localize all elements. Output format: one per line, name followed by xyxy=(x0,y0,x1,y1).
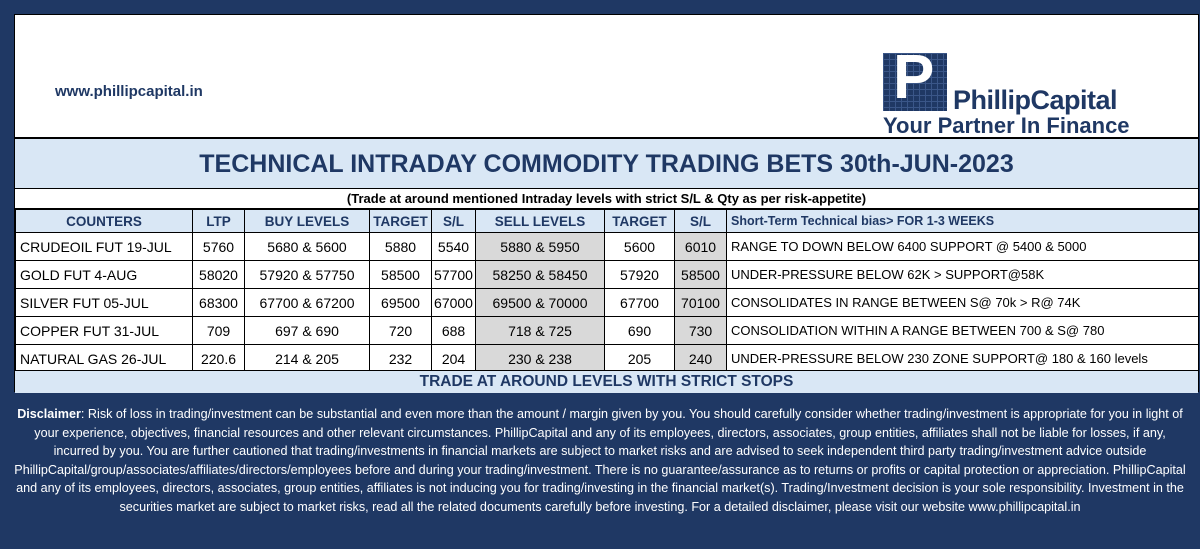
col-header-buy-levels: BUY LEVELS xyxy=(244,209,370,233)
strict-stops-banner: TRADE AT AROUND LEVELS WITH STRICT STOPS xyxy=(15,370,1198,393)
buy-sl-cell: 688 xyxy=(431,316,476,345)
col-header-buy-sl: S/L xyxy=(431,209,476,233)
buy-sl-cell: 204 xyxy=(431,344,476,373)
col-header-sell-target: TARGET xyxy=(604,209,675,233)
logo-name: PhillipCapital xyxy=(953,85,1118,115)
bias-cell: CONSOLIDATION WITHIN A RANGE BETWEEN 700… xyxy=(726,316,1199,345)
bias-cell: UNDER-PRESSURE BELOW 62K > SUPPORT@58K xyxy=(726,260,1199,289)
buy-target-cell: 232 xyxy=(369,344,432,373)
page-subtitle: (Trade at around mentioned Intraday leve… xyxy=(15,189,1198,209)
bias-cell: UNDER-PRESSURE BELOW 230 ZONE SUPPORT@ 1… xyxy=(726,344,1199,373)
disclaimer-text: : Risk of loss in trading/investment can… xyxy=(14,407,1186,514)
buy-target-cell: 720 xyxy=(369,316,432,345)
sell-levels-cell: 5880 & 5950 xyxy=(475,232,605,261)
buy-target-cell: 5880 xyxy=(369,232,432,261)
buy-levels-cell: 5680 & 5600 xyxy=(244,232,370,261)
buy-levels-cell: 67700 & 67200 xyxy=(244,288,370,317)
buy-sl-cell: 67000 xyxy=(431,288,476,317)
logo-tagline: Your Partner In Finance xyxy=(883,113,1130,138)
sell-target-cell: 57920 xyxy=(604,260,675,289)
col-header-sell-levels: SELL LEVELS xyxy=(475,209,605,233)
counter-cell: CRUDEOIL FUT 19-JUL xyxy=(15,232,193,261)
counter-cell: COPPER FUT 31-JUL xyxy=(15,316,193,345)
buy-levels-cell: 214 & 205 xyxy=(244,344,370,373)
ltp-cell: 220.6 xyxy=(192,344,245,373)
logo-mark: P xyxy=(883,53,947,111)
sell-levels-cell: 718 & 725 xyxy=(475,316,605,345)
col-header-buy-target: TARGET xyxy=(369,209,432,233)
col-header-counters: COUNTERS xyxy=(15,209,193,233)
sell-levels-cell: 58250 & 58450 xyxy=(475,260,605,289)
counter-cell: GOLD FUT 4-AUG xyxy=(15,260,193,289)
sell-sl-cell: 58500 xyxy=(674,260,727,289)
table-row: COPPER FUT 31-JUL 709 697 & 690 720 688 … xyxy=(15,316,1199,345)
col-header-bias: Short-Term Technical bias> FOR 1-3 WEEKS xyxy=(726,209,1199,233)
trading-bets-table: COUNTERS LTP BUY LEVELS TARGET S/L SELL … xyxy=(15,209,1199,373)
table-row: SILVER FUT 05-JUL 68300 67700 & 67200 69… xyxy=(15,288,1199,317)
sell-sl-cell: 240 xyxy=(674,344,727,373)
sell-sl-cell: 730 xyxy=(674,316,727,345)
buy-target-cell: 58500 xyxy=(369,260,432,289)
table-row: NATURAL GAS 26-JUL 220.6 214 & 205 232 2… xyxy=(15,344,1199,373)
sell-levels-cell: 230 & 238 xyxy=(475,344,605,373)
table-header-row: COUNTERS LTP BUY LEVELS TARGET S/L SELL … xyxy=(15,209,1199,233)
bias-cell: RANGE TO DOWN BELOW 6400 SUPPORT @ 5400 … xyxy=(726,232,1199,261)
counter-cell: SILVER FUT 05-JUL xyxy=(15,288,193,317)
website-url[interactable]: www.phillipcapital.in xyxy=(55,83,203,100)
ltp-cell: 58020 xyxy=(192,260,245,289)
buy-levels-cell: 57920 & 57750 xyxy=(244,260,370,289)
page-title: TECHNICAL INTRADAY COMMODITY TRADING BET… xyxy=(15,137,1198,189)
col-header-ltp: LTP xyxy=(192,209,245,233)
disclaimer: Disclaimer: Risk of loss in trading/inve… xyxy=(14,405,1186,517)
sell-target-cell: 205 xyxy=(604,344,675,373)
ltp-cell: 68300 xyxy=(192,288,245,317)
table-row: GOLD FUT 4-AUG 58020 57920 & 57750 58500… xyxy=(15,260,1199,289)
sell-target-cell: 690 xyxy=(604,316,675,345)
ltp-cell: 709 xyxy=(192,316,245,345)
sell-target-cell: 67700 xyxy=(604,288,675,317)
ltp-cell: 5760 xyxy=(192,232,245,261)
sell-sl-cell: 6010 xyxy=(674,232,727,261)
counter-cell: NATURAL GAS 26-JUL xyxy=(15,344,193,373)
table-row: CRUDEOIL FUT 19-JUL 5760 5680 & 5600 588… xyxy=(15,232,1199,261)
logo-letter: P xyxy=(893,53,935,111)
buy-sl-cell: 57700 xyxy=(431,260,476,289)
sell-sl-cell: 70100 xyxy=(674,288,727,317)
bias-cell: CONSOLIDATES IN RANGE BETWEEN S@ 70k > R… xyxy=(726,288,1199,317)
sell-target-cell: 5600 xyxy=(604,232,675,261)
buy-levels-cell: 697 & 690 xyxy=(244,316,370,345)
col-header-sell-sl: S/L xyxy=(674,209,727,233)
sell-levels-cell: 69500 & 70000 xyxy=(475,288,605,317)
trading-bets-panel: www.phillipcapital.in P PhillipCapital Y… xyxy=(14,14,1199,393)
phillipcapital-logo: P PhillipCapital Your Partner In Finance xyxy=(883,53,1183,143)
disclaimer-label: Disclaimer xyxy=(17,407,81,421)
header: www.phillipcapital.in P PhillipCapital Y… xyxy=(15,15,1198,138)
buy-sl-cell: 5540 xyxy=(431,232,476,261)
buy-target-cell: 69500 xyxy=(369,288,432,317)
